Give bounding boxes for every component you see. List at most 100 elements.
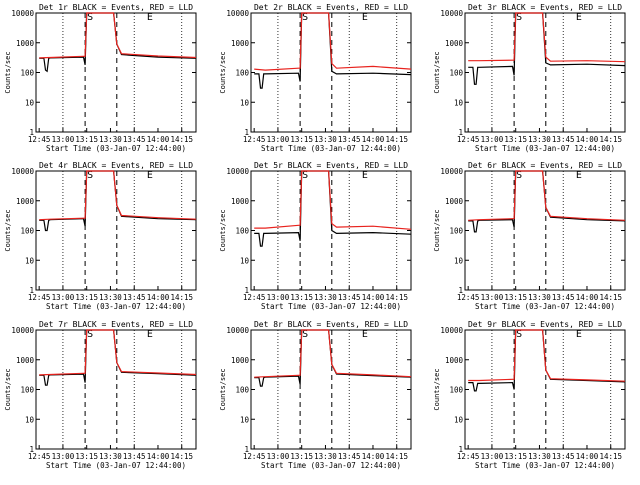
y-tick-label: 1000	[16, 39, 35, 48]
x-tick-label: 13:30	[528, 293, 551, 302]
end-marker: E	[576, 329, 582, 340]
x-tick-label: 13:45	[552, 135, 575, 144]
start-marker: S	[516, 12, 522, 23]
x-tick-label: 14:00	[576, 452, 599, 461]
panel-title: Det 7r BLACK = Events, RED = LLD	[39, 320, 193, 329]
panel-title: Det 9r BLACK = Events, RED = LLD	[468, 320, 622, 329]
y-tick-label: 1	[458, 128, 463, 137]
y-axis-label: Counts/sec	[219, 368, 227, 410]
x-axis-label: Start Time (03-Jan-07 12:44:00)	[261, 302, 401, 311]
end-marker: E	[362, 170, 368, 181]
panel-title: Det 5r BLACK = Events, RED = LLD	[254, 161, 408, 170]
x-tick-label: 13:30	[314, 293, 337, 302]
x-tick-label: 13:30	[99, 135, 122, 144]
y-axis-label: Counts/sec	[4, 209, 12, 251]
y-tick-label: 1000	[445, 356, 464, 365]
end-marker: E	[147, 12, 153, 23]
y-tick-label: 1	[244, 128, 249, 137]
x-tick-label: 13:15	[504, 293, 527, 302]
y-axis-label: Counts/sec	[4, 368, 12, 410]
x-tick-label: 14:15	[599, 135, 622, 144]
x-tick-label: 13:15	[75, 452, 98, 461]
y-tick-label: 10000	[440, 167, 463, 176]
x-tick-label: 12:45	[243, 293, 266, 302]
y-tick-label: 10	[454, 256, 464, 265]
y-tick-label: 10000	[440, 326, 463, 335]
x-tick-label: 13:30	[99, 452, 122, 461]
x-tick-label: 12:45	[243, 135, 266, 144]
x-tick-label: 14:00	[576, 293, 599, 302]
y-tick-label: 1000	[445, 197, 464, 206]
x-tick-label: 14:00	[362, 452, 385, 461]
start-marker: S	[516, 170, 522, 181]
start-marker: S	[87, 329, 93, 340]
y-axis-label: Counts/sec	[4, 51, 12, 93]
x-axis-label: Start Time (03-Jan-07 12:44:00)	[261, 144, 401, 153]
y-tick-label: 1000	[445, 39, 464, 48]
x-axis-label: Start Time (03-Jan-07 12:44:00)	[46, 461, 186, 470]
x-tick-label: 14:00	[362, 293, 385, 302]
start-marker: S	[302, 329, 308, 340]
start-marker: S	[516, 329, 522, 340]
x-tick-label: 13:15	[504, 135, 527, 144]
panel-title: Det 8r BLACK = Events, RED = LLD	[254, 320, 408, 329]
x-tick-label: 12:45	[28, 452, 51, 461]
y-axis-label: Counts/sec	[433, 51, 441, 93]
x-tick-label: 14:15	[599, 452, 622, 461]
x-tick-label: 13:00	[52, 293, 75, 302]
y-tick-label: 10000	[226, 9, 249, 18]
x-tick-label: 12:45	[457, 452, 480, 461]
x-tick-label: 13:45	[338, 293, 361, 302]
x-tick-label: 14:00	[147, 293, 170, 302]
series-line-lld	[39, 170, 197, 221]
x-tick-label: 13:15	[75, 293, 98, 302]
y-tick-label: 1	[458, 445, 463, 454]
x-tick-label: 14:15	[170, 135, 193, 144]
x-tick-label: 13:45	[123, 293, 146, 302]
series-line-lld	[39, 12, 197, 59]
panel-title: Det 6r BLACK = Events, RED = LLD	[468, 161, 622, 170]
x-axis-label: Start Time (03-Jan-07 12:44:00)	[261, 461, 401, 470]
y-tick-label: 1000	[231, 197, 250, 206]
y-tick-label: 100	[235, 386, 249, 395]
x-tick-label: 13:00	[481, 135, 504, 144]
x-tick-label: 14:15	[170, 293, 193, 302]
x-tick-label: 13:45	[338, 135, 361, 144]
plot-frame	[250, 329, 412, 450]
y-tick-label: 10	[25, 98, 35, 107]
y-tick-label: 1	[244, 286, 249, 295]
x-tick-label: 13:00	[481, 293, 504, 302]
series-line-events	[39, 12, 197, 73]
y-tick-label: 1	[458, 286, 463, 295]
plot-frame	[250, 170, 412, 291]
x-tick-label: 13:30	[528, 135, 551, 144]
plot-frame	[35, 170, 197, 291]
y-tick-label: 10000	[226, 326, 249, 335]
plot-frame	[464, 170, 626, 291]
end-marker: E	[576, 12, 582, 23]
series-line-lld	[254, 329, 412, 378]
x-tick-label: 12:45	[457, 135, 480, 144]
y-tick-label: 1	[29, 286, 34, 295]
x-tick-label: 13:15	[290, 452, 313, 461]
y-tick-label: 10	[240, 415, 250, 424]
start-marker: S	[302, 12, 308, 23]
start-marker: S	[87, 170, 93, 181]
x-tick-label: 13:30	[528, 452, 551, 461]
y-tick-label: 1000	[231, 39, 250, 48]
x-tick-label: 13:00	[267, 293, 290, 302]
y-tick-label: 1	[244, 445, 249, 454]
y-tick-label: 10000	[440, 9, 463, 18]
end-marker: E	[576, 170, 582, 181]
x-tick-label: 13:45	[552, 293, 575, 302]
start-marker: S	[87, 12, 93, 23]
end-marker: E	[147, 170, 153, 181]
y-axis-label: Counts/sec	[219, 209, 227, 251]
x-tick-label: 12:45	[243, 452, 266, 461]
